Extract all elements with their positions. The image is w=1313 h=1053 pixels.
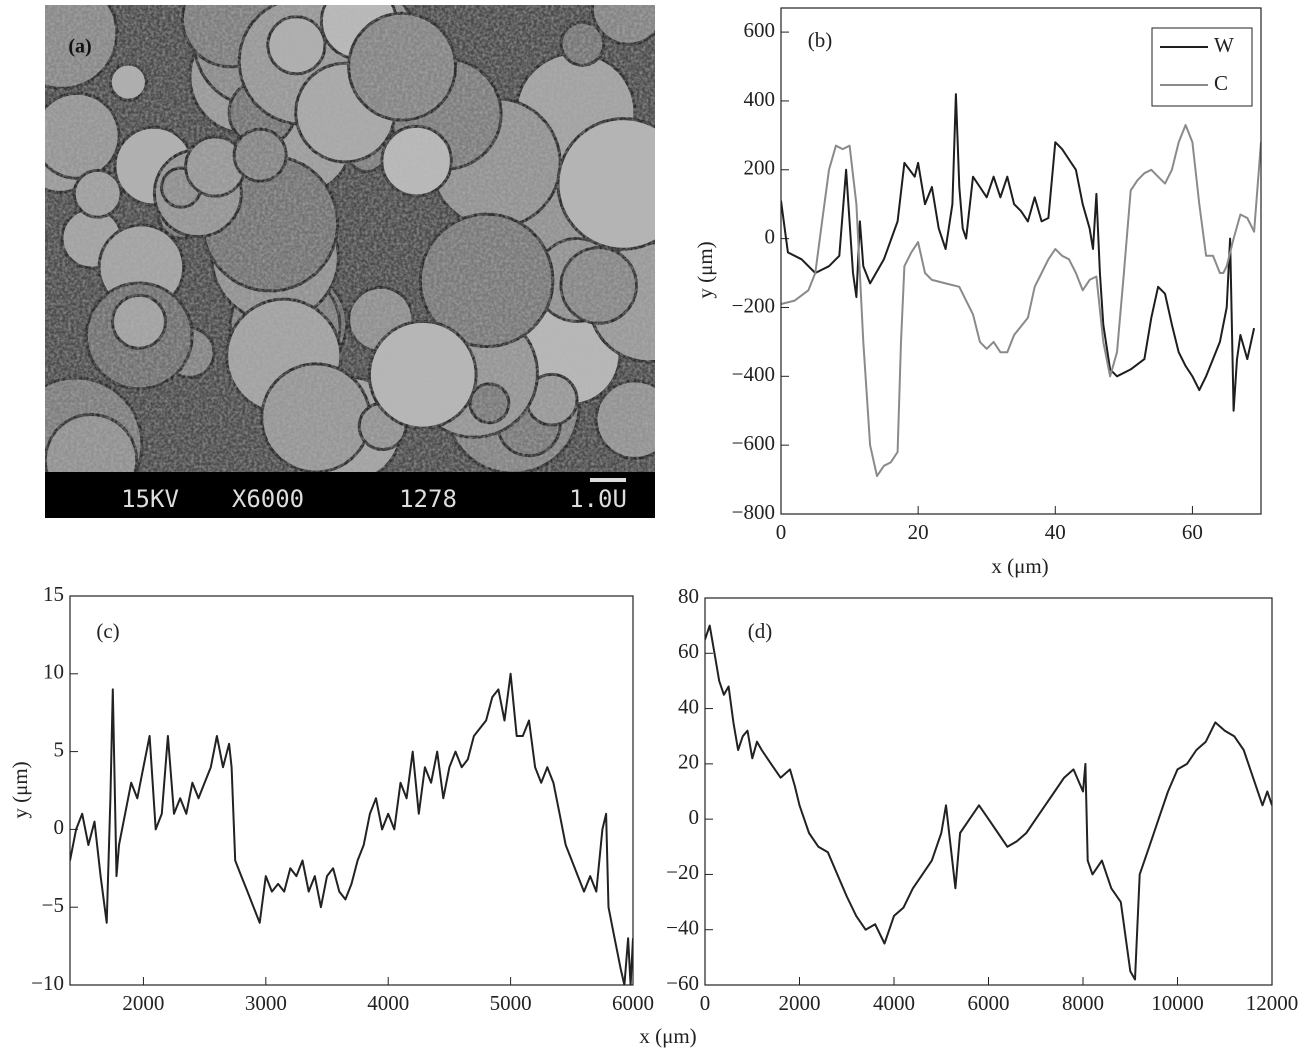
- x-tick-label: 4000: [367, 991, 409, 1015]
- y-tick-label: −60: [666, 971, 699, 995]
- y-tick-label: 0: [54, 815, 65, 839]
- x-axis-label: x (μm): [991, 554, 1048, 578]
- y-tick-label: 600: [744, 18, 776, 42]
- x-tick-label: 4000: [873, 991, 915, 1015]
- y-tick-label: 20: [678, 750, 699, 774]
- x-tick-label: 60: [1182, 520, 1203, 544]
- x-tick-label: 10000: [1151, 991, 1204, 1015]
- data-line: [781, 93, 1256, 412]
- y-tick-label: −600: [732, 431, 775, 455]
- image-info: 1278: [399, 485, 457, 513]
- y-tick-label: −10: [31, 971, 64, 995]
- y-tick-label: 40: [678, 694, 699, 718]
- y-axis-label: y (μm): [693, 241, 717, 298]
- panel-label: (b): [808, 28, 833, 52]
- x-tick-label: 12000: [1246, 991, 1299, 1015]
- image-info: X6000: [232, 485, 304, 513]
- panel-label: (d): [748, 619, 773, 643]
- y-tick-label: −5: [42, 893, 64, 917]
- y-tick-label: 60: [678, 639, 699, 663]
- y-tick-label: −800: [732, 500, 775, 524]
- x-tick-label: 5000: [490, 991, 532, 1015]
- plot-frame: [69, 595, 634, 986]
- image-info: 1.0U: [569, 485, 627, 513]
- legend-box: [1151, 27, 1253, 107]
- image-info: 15KV: [121, 485, 179, 513]
- x-axis-label: x (μm): [639, 1024, 696, 1048]
- y-tick-label: −20: [666, 860, 699, 884]
- y-tick-label: 0: [689, 805, 700, 829]
- panel-label: (c): [96, 619, 119, 643]
- x-tick-label: 0: [700, 991, 711, 1015]
- x-tick-label: 2000: [779, 991, 821, 1015]
- panel-label: (a): [68, 36, 91, 58]
- x-tick-label: 6000: [968, 991, 1010, 1015]
- plot-frame: [780, 7, 1262, 515]
- y-tick-label: 5: [54, 737, 65, 761]
- y-tick-label: 15: [43, 582, 64, 606]
- x-tick-label: 40: [1045, 520, 1066, 544]
- image-texture: [45, 5, 655, 473]
- y-tick-label: 10: [43, 660, 64, 684]
- legend-label: W: [1214, 33, 1234, 57]
- plot-frame: [704, 597, 1273, 986]
- sem-image: (a) 15KV X6000 1278 1.0U: [45, 5, 655, 518]
- y-tick-label: −40: [666, 916, 699, 940]
- x-tick-label: 0: [776, 520, 787, 544]
- info-bar: [45, 472, 655, 518]
- x-tick-label: 3000: [245, 991, 287, 1015]
- data-line: [781, 124, 1261, 478]
- x-tick-label: 8000: [1062, 991, 1104, 1015]
- y-axis-label: y (μm): [8, 761, 32, 818]
- x-tick-label: 20: [908, 520, 929, 544]
- y-tick-label: 200: [744, 156, 776, 180]
- y-tick-label: 400: [744, 87, 776, 111]
- legend-label: C: [1214, 71, 1228, 95]
- y-tick-label: −200: [732, 293, 775, 317]
- y-tick-label: 80: [678, 584, 699, 608]
- data-line: [705, 624, 1272, 981]
- y-tick-label: −400: [732, 362, 775, 386]
- data-line: [70, 672, 633, 985]
- y-tick-label: 0: [765, 224, 776, 248]
- x-tick-label: 2000: [122, 991, 164, 1015]
- x-tick-label: 6000: [612, 991, 654, 1015]
